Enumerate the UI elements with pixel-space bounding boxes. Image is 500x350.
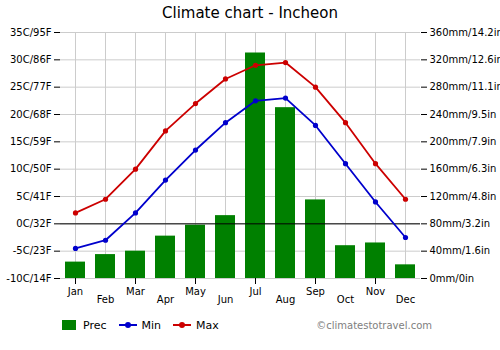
svg-text:30C/86F: 30C/86F — [10, 54, 52, 65]
svg-text:Nov: Nov — [366, 286, 386, 297]
svg-text:Apr: Apr — [157, 294, 175, 305]
html-text:Prec: Prec — [83, 318, 107, 332]
html-text:Climate chart - Incheon: Climate chart - Incheon — [162, 4, 338, 22]
svg-text:Mar: Mar — [126, 286, 146, 297]
svg-text:May: May — [185, 286, 206, 297]
svg-text:120mm/4.8in: 120mm/4.8in — [430, 191, 497, 202]
svg-text:Dec: Dec — [396, 294, 415, 305]
svg-text:20C/68F: 20C/68F — [10, 109, 52, 120]
svg-text:280mm/11.1in: 280mm/11.1in — [430, 81, 500, 92]
svg-text:Oct: Oct — [337, 294, 354, 305]
svg-text:-5C/23F: -5C/23F — [13, 245, 52, 256]
svg-text:0C/32F: 0C/32F — [16, 218, 51, 229]
svg-text:Jun: Jun — [217, 294, 234, 305]
svg-text:Aug: Aug — [276, 294, 296, 305]
svg-text:80mm/3.2in: 80mm/3.2in — [430, 218, 491, 229]
svg-text:Sep: Sep — [306, 286, 325, 297]
html-text:©climatestotravel.com: ©climatestotravel.com — [316, 319, 432, 331]
svg-text:240mm/9.5in: 240mm/9.5in — [430, 109, 497, 120]
svg-text:0mm/0in: 0mm/0in — [430, 273, 475, 284]
svg-text:Feb: Feb — [97, 294, 115, 305]
svg-text:15C/59F: 15C/59F — [10, 136, 52, 147]
svg-text:25C/77F: 25C/77F — [10, 81, 52, 92]
svg-text:Jul: Jul — [248, 286, 261, 297]
svg-text:Jan: Jan — [67, 286, 83, 297]
svg-text:160mm/6.3in: 160mm/6.3in — [430, 163, 497, 174]
html-text:Min: Min — [141, 318, 162, 332]
svg-text:-10C/14F: -10C/14F — [6, 273, 51, 284]
svg-text:10C/50F: 10C/50F — [10, 163, 52, 174]
svg-text:40mm/1.6in: 40mm/1.6in — [430, 245, 491, 256]
svg-text:200mm/7.9in: 200mm/7.9in — [430, 136, 497, 147]
svg-text:320mm/12.6in: 320mm/12.6in — [430, 54, 500, 65]
svg-text:35C/95F: 35C/95F — [10, 27, 52, 38]
svg-text:5C/41F: 5C/41F — [16, 191, 51, 202]
svg-text:360mm/14.2in: 360mm/14.2in — [430, 27, 500, 38]
html-text:Max: Max — [196, 318, 219, 332]
